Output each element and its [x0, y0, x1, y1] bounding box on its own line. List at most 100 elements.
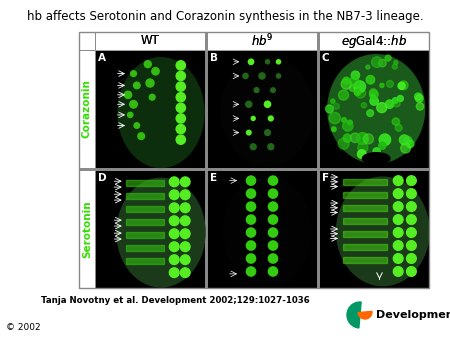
Circle shape [400, 143, 410, 153]
Circle shape [176, 114, 185, 123]
Circle shape [268, 144, 274, 150]
Circle shape [169, 190, 179, 200]
Bar [207, 50, 317, 168]
Circle shape [399, 81, 408, 90]
Circle shape [371, 57, 382, 68]
Bar [207, 32, 317, 50]
Text: hb affects Serotonin and Corazonin synthesis in the NB7-3 lineage.: hb affects Serotonin and Corazonin synth… [27, 10, 423, 23]
Circle shape [354, 89, 360, 95]
Circle shape [354, 81, 365, 93]
Circle shape [377, 102, 387, 113]
Circle shape [393, 215, 403, 224]
Circle shape [259, 73, 265, 79]
Circle shape [130, 100, 137, 108]
Circle shape [248, 59, 254, 65]
Circle shape [251, 117, 255, 120]
Circle shape [268, 189, 278, 198]
Bar [319, 50, 429, 168]
Circle shape [264, 101, 270, 107]
Circle shape [243, 73, 248, 78]
Circle shape [276, 74, 281, 78]
Text: © 2002: © 2002 [6, 323, 40, 332]
Bar [95, 170, 205, 288]
Bar [95, 32, 205, 50]
Circle shape [393, 228, 403, 237]
Circle shape [406, 254, 416, 263]
Circle shape [265, 130, 270, 136]
Circle shape [169, 203, 179, 213]
Circle shape [406, 176, 416, 186]
Circle shape [268, 202, 278, 211]
Circle shape [247, 202, 256, 211]
Circle shape [268, 176, 278, 185]
Circle shape [130, 71, 136, 76]
Circle shape [404, 137, 412, 144]
Circle shape [333, 103, 339, 110]
Text: $eg$Gal4::$hb$: $eg$Gal4::$hb$ [341, 32, 407, 49]
Circle shape [350, 133, 360, 143]
Circle shape [387, 100, 391, 105]
Bar [343, 244, 387, 250]
Circle shape [180, 203, 190, 213]
Circle shape [169, 216, 179, 225]
Circle shape [347, 120, 352, 125]
Circle shape [152, 68, 159, 75]
Ellipse shape [117, 178, 205, 287]
Circle shape [356, 88, 366, 98]
Circle shape [329, 112, 341, 124]
Circle shape [149, 94, 155, 100]
Circle shape [266, 60, 270, 64]
Circle shape [406, 267, 416, 276]
Bar [343, 179, 387, 185]
Circle shape [176, 93, 185, 102]
Circle shape [176, 135, 185, 144]
Ellipse shape [221, 57, 314, 166]
Circle shape [406, 228, 416, 237]
Circle shape [342, 121, 353, 131]
Circle shape [379, 142, 386, 149]
Bar [343, 218, 387, 224]
Circle shape [393, 189, 403, 198]
Circle shape [400, 135, 409, 145]
Text: F: F [322, 173, 329, 183]
Circle shape [397, 95, 403, 101]
Circle shape [176, 71, 185, 80]
Bar [79, 32, 429, 288]
Circle shape [369, 89, 377, 96]
Circle shape [247, 267, 256, 276]
Circle shape [392, 98, 398, 103]
Circle shape [361, 102, 367, 108]
Text: WT: WT [140, 34, 159, 48]
Circle shape [371, 94, 375, 98]
Bar [95, 50, 205, 168]
Text: C: C [322, 53, 329, 63]
Text: $hb^9$: $hb^9$ [251, 33, 273, 49]
Bar [207, 170, 317, 288]
Circle shape [406, 140, 414, 148]
Bar [319, 32, 429, 50]
Circle shape [180, 177, 190, 187]
Circle shape [380, 83, 384, 88]
Text: B: B [210, 53, 218, 63]
Circle shape [176, 103, 185, 113]
Circle shape [268, 215, 278, 224]
Circle shape [268, 116, 273, 121]
Circle shape [366, 75, 375, 84]
Bar [343, 257, 387, 263]
Bar [79, 50, 95, 168]
Circle shape [392, 64, 397, 69]
Circle shape [406, 241, 416, 250]
Circle shape [134, 123, 140, 128]
Circle shape [180, 229, 190, 239]
Ellipse shape [118, 58, 204, 167]
Circle shape [247, 215, 256, 224]
Text: A: A [98, 53, 106, 63]
Circle shape [374, 156, 378, 160]
Circle shape [393, 176, 403, 186]
Circle shape [393, 254, 403, 263]
Circle shape [124, 91, 132, 98]
Bar [126, 232, 164, 238]
Wedge shape [347, 302, 361, 328]
Bar [343, 192, 387, 198]
Circle shape [406, 215, 416, 224]
